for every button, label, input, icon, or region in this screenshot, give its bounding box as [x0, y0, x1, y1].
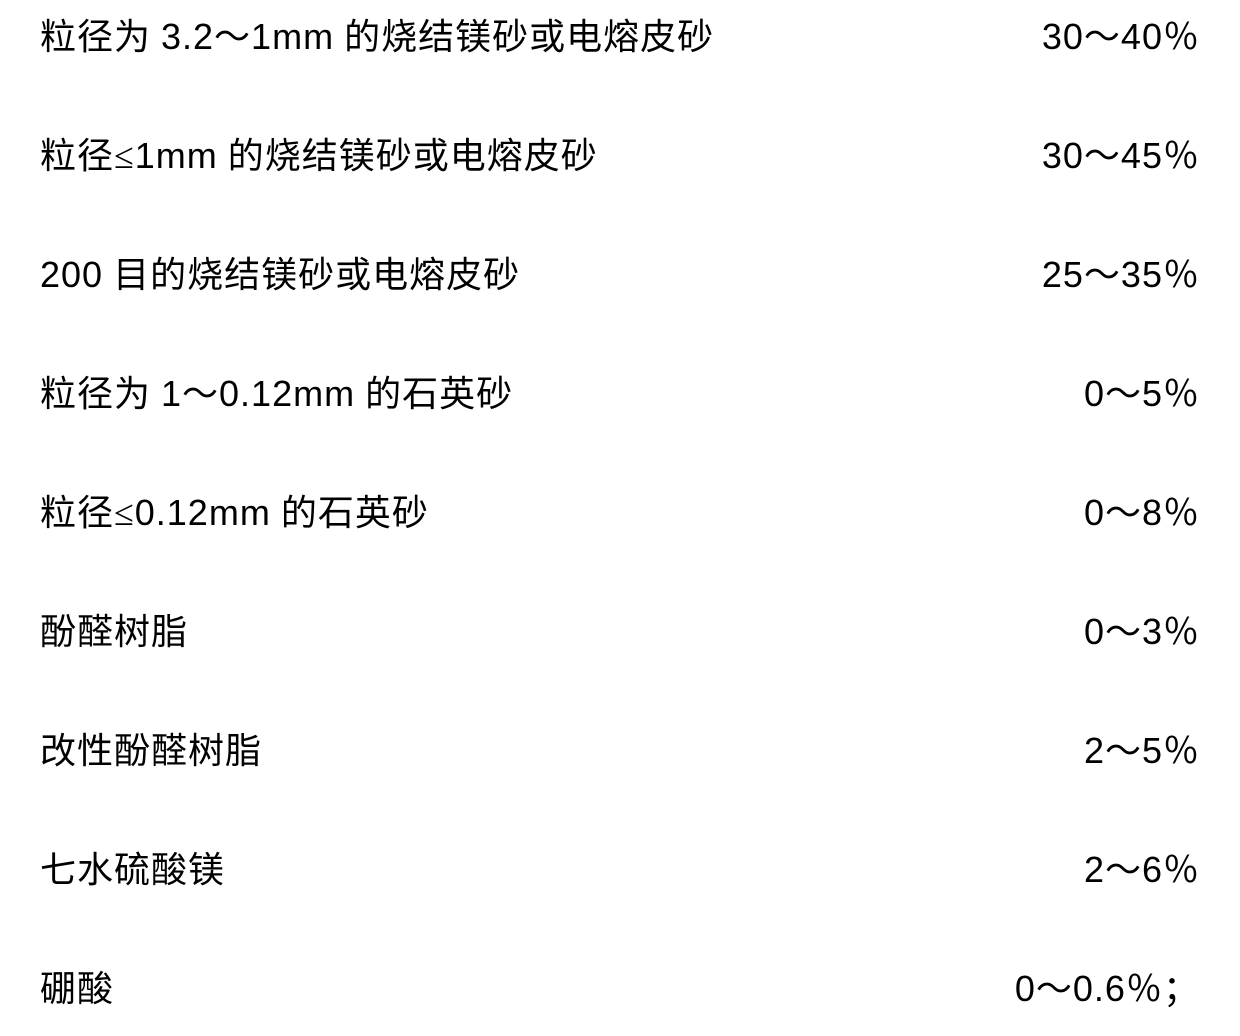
- percentage-value: 0～3％: [940, 610, 1200, 654]
- ingredient-label: 粒径为 3.2～1mm 的烧结镁砂或电熔皮砂: [40, 15, 714, 59]
- table-row: 200 目的烧结镁砂或电熔皮砂 25～35％: [40, 253, 1200, 297]
- percentage-value: 0～8％: [940, 491, 1200, 535]
- table-row: 硼酸 0～0.6％；: [40, 967, 1200, 1011]
- table-row: 粒径≤1mm 的烧结镁砂或电熔皮砂 30～45％: [40, 134, 1200, 178]
- table-row: 粒径为 3.2～1mm 的烧结镁砂或电熔皮砂 30～40％: [40, 15, 1200, 59]
- percentage-value: 30～40％: [940, 15, 1200, 59]
- ingredient-label: 酚醛树脂: [40, 610, 188, 654]
- table-row: 粒径为 1～0.12mm 的石英砂 0～5％: [40, 372, 1200, 416]
- table-row: 酚醛树脂 0～3％: [40, 610, 1200, 654]
- percentage-value: 2～5％: [940, 729, 1200, 773]
- composition-list: 粒径为 3.2～1mm 的烧结镁砂或电熔皮砂 30～40％ 粒径≤1mm 的烧结…: [40, 10, 1200, 1026]
- ingredient-label: 硼酸: [40, 967, 114, 1011]
- table-row: 改性酚醛树脂 2～5％: [40, 729, 1200, 773]
- ingredient-label: 粒径≤1mm 的烧结镁砂或电熔皮砂: [40, 134, 598, 178]
- percentage-value: 30～45％: [940, 134, 1200, 178]
- ingredient-label: 粒径≤0.12mm 的石英砂: [40, 491, 429, 535]
- ingredient-label: 七水硫酸镁: [40, 848, 225, 892]
- ingredient-label: 粒径为 1～0.12mm 的石英砂: [40, 372, 513, 416]
- percentage-value: 0～0.6％；: [940, 967, 1200, 1011]
- percentage-value: 0～5％: [940, 372, 1200, 416]
- ingredient-label: 改性酚醛树脂: [40, 729, 262, 773]
- percentage-value: 25～35％: [940, 253, 1200, 297]
- table-row: 粒径≤0.12mm 的石英砂 0～8％: [40, 491, 1200, 535]
- percentage-value: 2～6％: [940, 848, 1200, 892]
- ingredient-label: 200 目的烧结镁砂或电熔皮砂: [40, 253, 520, 297]
- table-row: 七水硫酸镁 2～6％: [40, 848, 1200, 892]
